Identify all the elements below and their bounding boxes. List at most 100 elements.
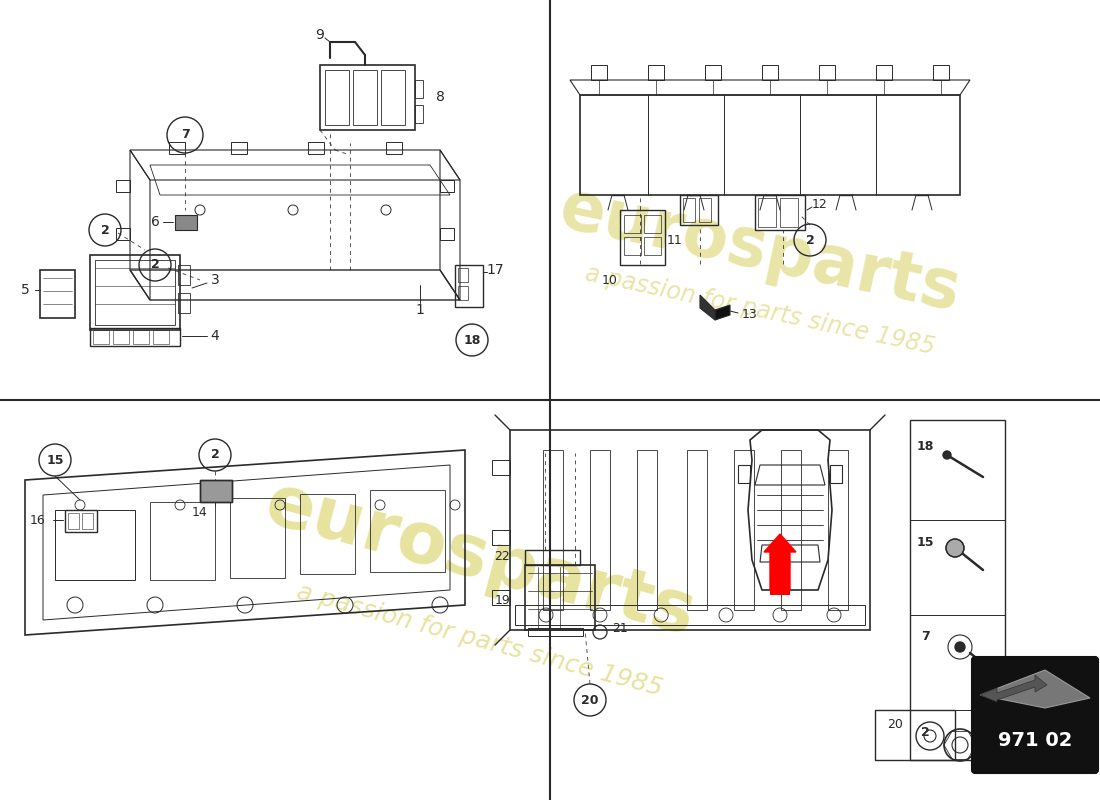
Text: 2: 2 bbox=[805, 234, 814, 246]
Text: 12: 12 bbox=[812, 198, 828, 211]
Bar bbox=[876, 65, 892, 80]
Text: 4: 4 bbox=[210, 329, 219, 343]
Bar bbox=[381, 70, 405, 125]
Bar bbox=[113, 330, 129, 344]
Bar bbox=[150, 502, 214, 580]
Bar bbox=[175, 215, 197, 230]
Bar bbox=[624, 237, 641, 255]
Circle shape bbox=[943, 451, 951, 459]
Circle shape bbox=[946, 539, 964, 557]
Bar bbox=[94, 330, 109, 344]
Text: 2: 2 bbox=[151, 258, 160, 271]
Text: 17: 17 bbox=[486, 263, 504, 277]
Text: 14: 14 bbox=[192, 506, 208, 518]
Text: eurosparts: eurosparts bbox=[257, 470, 703, 650]
Bar bbox=[492, 530, 510, 545]
Bar bbox=[90, 328, 180, 346]
Bar bbox=[455, 265, 483, 307]
Bar bbox=[168, 142, 185, 154]
Bar bbox=[200, 480, 232, 502]
Bar bbox=[68, 513, 79, 529]
Bar bbox=[440, 228, 454, 240]
Bar bbox=[620, 210, 666, 265]
Text: 18: 18 bbox=[463, 334, 481, 346]
Bar bbox=[830, 465, 842, 483]
Bar bbox=[644, 215, 661, 233]
Bar bbox=[624, 215, 641, 233]
Bar bbox=[705, 65, 720, 80]
Circle shape bbox=[955, 642, 965, 652]
Bar bbox=[40, 270, 75, 318]
Bar bbox=[827, 450, 848, 610]
Text: 22: 22 bbox=[494, 550, 510, 563]
Text: 2: 2 bbox=[210, 449, 219, 462]
Bar bbox=[353, 70, 377, 125]
Text: 2: 2 bbox=[100, 223, 109, 237]
Bar bbox=[734, 450, 754, 610]
Bar bbox=[178, 293, 190, 313]
Bar bbox=[324, 70, 349, 125]
Text: 1: 1 bbox=[416, 303, 425, 317]
Bar bbox=[525, 550, 580, 565]
Text: 9: 9 bbox=[316, 28, 324, 42]
FancyArrow shape bbox=[764, 534, 796, 590]
Text: a passion for parts since 1985: a passion for parts since 1985 bbox=[583, 261, 937, 359]
Bar bbox=[133, 330, 148, 344]
Bar bbox=[200, 480, 232, 502]
Bar bbox=[116, 228, 130, 240]
Text: 13: 13 bbox=[742, 309, 758, 322]
Bar bbox=[116, 180, 130, 192]
Bar bbox=[758, 198, 776, 227]
Bar bbox=[820, 65, 835, 80]
Text: 20: 20 bbox=[581, 694, 598, 706]
Bar bbox=[590, 450, 610, 610]
Bar bbox=[300, 494, 355, 574]
Bar bbox=[780, 198, 798, 227]
Text: 15: 15 bbox=[916, 535, 934, 549]
Bar bbox=[231, 142, 246, 154]
Text: a passion for parts since 1985: a passion for parts since 1985 bbox=[295, 579, 666, 701]
Bar bbox=[688, 450, 707, 610]
Bar bbox=[933, 65, 949, 80]
Bar bbox=[230, 498, 285, 578]
Text: 20: 20 bbox=[887, 718, 903, 731]
Bar bbox=[515, 605, 865, 625]
Bar bbox=[591, 65, 607, 80]
Bar bbox=[440, 180, 454, 192]
Text: 6: 6 bbox=[151, 215, 160, 229]
Text: 2: 2 bbox=[921, 726, 929, 738]
Bar bbox=[644, 237, 661, 255]
Text: 15: 15 bbox=[46, 454, 64, 466]
Text: 7: 7 bbox=[921, 630, 929, 643]
Bar bbox=[370, 490, 446, 572]
Bar bbox=[543, 450, 563, 610]
Bar bbox=[178, 265, 190, 285]
Bar bbox=[770, 565, 790, 595]
Text: 8: 8 bbox=[436, 90, 444, 104]
Text: 3: 3 bbox=[210, 273, 219, 287]
Bar bbox=[637, 450, 657, 610]
Bar bbox=[82, 513, 94, 529]
Bar bbox=[683, 198, 695, 222]
Polygon shape bbox=[700, 295, 715, 320]
Bar bbox=[874, 710, 955, 760]
Text: 18: 18 bbox=[916, 441, 934, 454]
Text: 16: 16 bbox=[30, 514, 46, 526]
Bar bbox=[680, 195, 718, 225]
Bar bbox=[910, 420, 1005, 760]
Text: 5: 5 bbox=[21, 283, 30, 297]
Bar bbox=[492, 460, 510, 475]
Bar bbox=[153, 330, 169, 344]
Text: 11: 11 bbox=[667, 234, 683, 246]
Bar bbox=[458, 286, 468, 300]
Polygon shape bbox=[715, 305, 730, 320]
Bar bbox=[525, 565, 595, 630]
Bar bbox=[308, 142, 324, 154]
Bar bbox=[90, 255, 180, 330]
Bar bbox=[698, 198, 711, 222]
Polygon shape bbox=[980, 670, 1090, 708]
Bar bbox=[95, 260, 175, 325]
Bar bbox=[458, 268, 468, 282]
Text: 971 02: 971 02 bbox=[998, 730, 1072, 750]
Bar bbox=[65, 510, 97, 532]
